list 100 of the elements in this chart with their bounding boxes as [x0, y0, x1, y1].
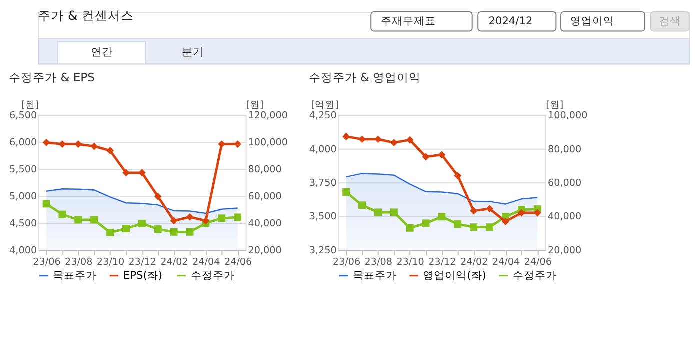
point [90, 216, 98, 224]
x-tick-label: 23/06 [332, 257, 361, 268]
legend-label: EPS(좌) [123, 270, 162, 282]
point [234, 214, 242, 222]
point [186, 228, 194, 236]
point [486, 205, 494, 213]
point [486, 224, 494, 232]
y2-tick-label: 80,000 [248, 164, 282, 176]
y2-tick-label: 40,000 [248, 218, 282, 230]
y-tick-label: 4,000 [10, 245, 38, 256]
point [74, 140, 82, 148]
y-tick-label: 5,000 [10, 192, 38, 202]
point [42, 200, 50, 208]
point [106, 228, 114, 236]
y2-tick-label: 60,000 [248, 192, 282, 202]
point [122, 225, 130, 233]
y-axis-title: [억원] [311, 100, 339, 111]
x-tick-label: 23/12 [128, 257, 157, 268]
point [438, 213, 446, 221]
y-tick-label: 3,750 [309, 178, 337, 190]
x-tick-label: 24/06 [224, 257, 252, 268]
text: 주재무제표 [380, 16, 436, 28]
x-tick-label: 24/04 [492, 257, 520, 268]
point [138, 220, 146, 228]
y2-tick-label: 120,000 [248, 110, 288, 122]
text: 주가 & 컨센서스 [38, 8, 134, 24]
y2-tick-label: 20,000 [248, 245, 282, 256]
y-tick-label: 6,500 [10, 110, 38, 122]
y-tick-label: 6,000 [10, 138, 38, 149]
point [138, 169, 146, 177]
point [58, 140, 66, 148]
x-tick-label: 23/06 [33, 257, 61, 268]
point [454, 220, 462, 228]
point [422, 220, 430, 228]
y2-tick-label: 80,000 [548, 144, 582, 156]
legend-label: 목표주가 [352, 270, 397, 282]
x-tick-label: 24/06 [524, 257, 552, 268]
point [234, 140, 242, 148]
x-tick-label: 24/02 [160, 257, 188, 268]
point [42, 138, 50, 146]
point [74, 216, 82, 224]
point [218, 214, 226, 222]
point [390, 208, 398, 216]
point [58, 210, 66, 218]
text: 2024/12 [488, 16, 533, 28]
point [342, 133, 350, 140]
legend-label: 목표주가 [53, 270, 98, 282]
text: 연간 [91, 46, 114, 58]
y-tick-label: 5,500 [10, 164, 38, 176]
y2-tick-label: 20,000 [548, 245, 582, 256]
y-tick-label: 4,500 [10, 218, 38, 230]
y-axis-title: [원] [22, 100, 40, 111]
point [186, 213, 194, 221]
legend-label: 수정주가 [190, 270, 235, 282]
point [154, 192, 162, 200]
point [342, 188, 350, 196]
y-tick-label: 4,000 [309, 144, 337, 156]
text: 분기 [182, 46, 204, 58]
y2-tick-label: 100,000 [548, 110, 588, 122]
y2-tick-label: 100,000 [248, 138, 288, 149]
legend-label: 영업이익(좌) [423, 270, 486, 282]
point [406, 224, 414, 232]
x-tick-label: 23/12 [428, 257, 456, 268]
x-tick-label: 23/08 [65, 257, 93, 268]
point [470, 224, 478, 232]
point [438, 151, 446, 159]
x-tick-label: 23/08 [364, 257, 393, 268]
point [90, 142, 98, 150]
x-tick-label: 23/10 [96, 257, 125, 268]
point [406, 136, 414, 144]
legend-label: 수정주가 [512, 270, 557, 282]
point [106, 147, 114, 155]
point [470, 207, 478, 215]
x-tick-label: 23/10 [396, 257, 424, 268]
y2-axis-title: [원] [546, 100, 564, 111]
point [154, 226, 162, 234]
chart-title: 수정주가 & 영업이익 [308, 70, 422, 84]
point [218, 140, 226, 148]
point [170, 217, 178, 225]
y2-tick-label: 60,000 [548, 178, 582, 190]
y-tick-label: 4,250 [309, 110, 337, 122]
chart-title: 수정주가 & EPS [9, 70, 95, 84]
y-tick-label: 3,500 [309, 212, 337, 223]
point [390, 139, 398, 147]
point [358, 202, 366, 210]
point [518, 209, 526, 217]
x-tick-label: 24/04 [192, 257, 220, 268]
point [202, 217, 210, 225]
y-tick-label: 3,250 [309, 245, 337, 256]
point [502, 218, 510, 226]
point [374, 208, 382, 216]
y2-tick-label: 40,000 [548, 212, 582, 223]
point [170, 228, 178, 236]
y2-axis-title: [원] [246, 100, 264, 111]
x-tick-label: 24/02 [460, 257, 488, 268]
text: 검색 [658, 16, 681, 28]
point [422, 153, 430, 161]
text: 영업이익 [570, 16, 615, 28]
point [122, 169, 130, 177]
point [358, 136, 366, 144]
